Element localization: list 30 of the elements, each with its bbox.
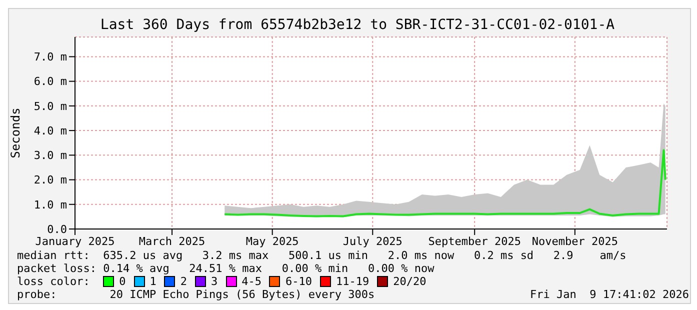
text: loss color: xyxy=(17,275,91,288)
y-tick-label: 6.0 m xyxy=(34,75,68,88)
text: 1 xyxy=(150,275,156,288)
text: Fri Jan 9 17:41:02 2026 xyxy=(530,288,689,301)
text: 2 xyxy=(180,275,187,288)
text: median rtt: 635.2 us avg 3.2 ms max 500.1 us min 2.0 ms now 0.2 ms sd 2.9 am/s xyxy=(17,249,628,262)
x-tick-label: May 2025 xyxy=(246,234,299,248)
y-tick-label: 1.0 m xyxy=(34,198,68,212)
x-tick-label: July 2025 xyxy=(342,234,402,248)
x-tick-label: January 2025 xyxy=(35,234,115,248)
line-series xyxy=(224,149,666,218)
chart-title: Last 360 Days from 65574b2b3e12 to SBR-ICT2-31-CC01-02-0101-A xyxy=(99,17,616,33)
x-tick-label: March 2025 xyxy=(138,234,206,248)
x-tick-label: September 2025 xyxy=(428,234,521,248)
text: 6-10 xyxy=(285,275,312,288)
text: 0 xyxy=(119,275,126,288)
y-tick-label: 3.0 m xyxy=(34,149,68,162)
y-tick-label: 0.0 xyxy=(47,222,67,236)
text: 4-5 xyxy=(242,275,262,288)
y-tick-label: 7.0 m xyxy=(34,50,68,64)
y-axis-title: Seconds xyxy=(8,108,22,158)
x-tick-label: November 2025 xyxy=(532,234,618,248)
y-tick-label: 4.0 m xyxy=(34,124,68,138)
text: packet loss: 0.14 % avg 24.51 % max 0.00 % min 0.00 % now xyxy=(17,262,436,275)
text: 11-19 xyxy=(336,275,370,288)
text: 20/20 xyxy=(393,275,426,288)
text: probe: 20 ICMP Echo Pings (56 Bytes) every 300s xyxy=(17,288,375,301)
text: 3 xyxy=(210,275,218,288)
y-tick-label: 5.0 m xyxy=(34,100,68,113)
y-tick-label: 2.0 m xyxy=(34,174,68,187)
